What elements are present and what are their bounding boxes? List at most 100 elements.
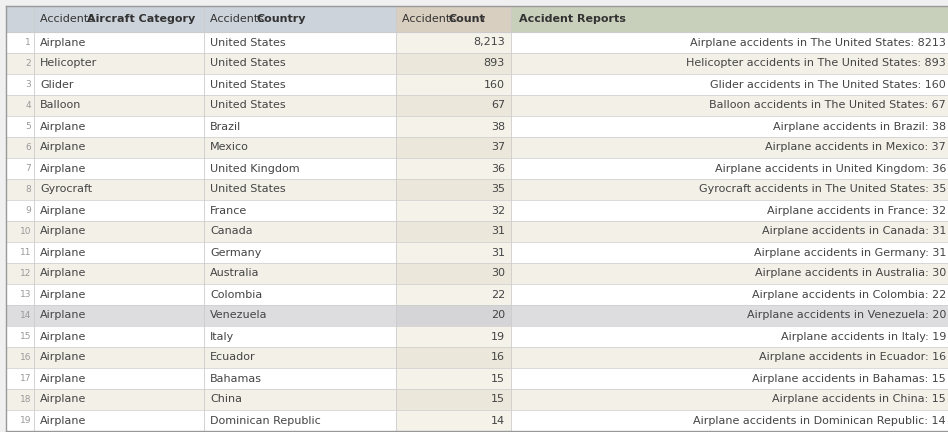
Bar xyxy=(511,6,948,32)
Text: 14: 14 xyxy=(20,311,31,320)
Text: Accidents: Accidents xyxy=(40,14,98,24)
Bar xyxy=(204,6,396,32)
Bar xyxy=(396,116,511,137)
Bar xyxy=(396,263,511,284)
Bar xyxy=(511,116,948,137)
Bar xyxy=(511,326,948,347)
Text: 31: 31 xyxy=(491,248,505,257)
Text: 2: 2 xyxy=(26,59,31,68)
Bar xyxy=(6,305,34,326)
Bar xyxy=(6,410,34,431)
Bar xyxy=(204,95,396,116)
Bar xyxy=(511,284,948,305)
Text: 16: 16 xyxy=(20,353,31,362)
Bar xyxy=(34,179,204,200)
Bar xyxy=(396,32,511,53)
Bar xyxy=(511,305,948,326)
Bar xyxy=(396,326,511,347)
Bar xyxy=(396,347,511,368)
Bar xyxy=(6,32,34,53)
Text: Colombia: Colombia xyxy=(210,289,263,299)
Bar xyxy=(6,368,34,389)
Text: Airplane accidents in Dominican Republic: 14: Airplane accidents in Dominican Republic… xyxy=(693,416,946,426)
Bar xyxy=(204,32,396,53)
Bar xyxy=(396,6,511,32)
Text: 15: 15 xyxy=(20,332,31,341)
Bar xyxy=(511,368,948,389)
Bar xyxy=(204,137,396,158)
Bar xyxy=(204,410,396,431)
Text: Aircraft Category: Aircraft Category xyxy=(87,14,195,24)
Bar xyxy=(6,95,34,116)
Text: Brazil: Brazil xyxy=(210,121,241,131)
Text: 22: 22 xyxy=(491,289,505,299)
Bar xyxy=(511,347,948,368)
Bar xyxy=(396,305,511,326)
Bar xyxy=(6,137,34,158)
Bar xyxy=(6,116,34,137)
Text: 17: 17 xyxy=(20,374,31,383)
Bar xyxy=(511,242,948,263)
Text: Ecuador: Ecuador xyxy=(210,353,256,362)
Text: Airplane: Airplane xyxy=(40,311,86,321)
Text: 20: 20 xyxy=(491,311,505,321)
Text: Airplane accidents in Germany: 31: Airplane accidents in Germany: 31 xyxy=(754,248,946,257)
Text: United States: United States xyxy=(210,79,285,89)
Text: 4: 4 xyxy=(26,101,31,110)
Bar xyxy=(204,74,396,95)
Text: United States: United States xyxy=(210,184,285,194)
Bar xyxy=(204,242,396,263)
Bar xyxy=(34,200,204,221)
Text: United Kingdom: United Kingdom xyxy=(210,163,300,174)
Bar xyxy=(396,74,511,95)
Bar xyxy=(6,6,34,32)
Text: Country: Country xyxy=(257,14,306,24)
Bar xyxy=(396,95,511,116)
Bar xyxy=(511,263,948,284)
Text: 1: 1 xyxy=(26,38,31,47)
Bar xyxy=(396,284,511,305)
Bar xyxy=(6,263,34,284)
Bar xyxy=(204,305,396,326)
Text: Airplane accidents in Venezuela: 20: Airplane accidents in Venezuela: 20 xyxy=(747,311,946,321)
Bar xyxy=(34,263,204,284)
Bar xyxy=(396,221,511,242)
Text: Balloon accidents in The United States: 67: Balloon accidents in The United States: … xyxy=(709,101,946,111)
Text: 16: 16 xyxy=(491,353,505,362)
Bar xyxy=(34,74,204,95)
Text: 7: 7 xyxy=(26,164,31,173)
Bar xyxy=(34,53,204,74)
Bar xyxy=(396,53,511,74)
Text: Airplane: Airplane xyxy=(40,416,86,426)
Bar xyxy=(204,221,396,242)
Text: Accident Reports: Accident Reports xyxy=(519,14,626,24)
Bar xyxy=(511,389,948,410)
Bar xyxy=(34,137,204,158)
Bar xyxy=(34,305,204,326)
Bar xyxy=(396,368,511,389)
Bar xyxy=(6,74,34,95)
Text: Helicopter accidents in The United States: 893: Helicopter accidents in The United State… xyxy=(686,58,946,69)
Bar xyxy=(6,158,34,179)
Bar xyxy=(6,242,34,263)
Text: 6: 6 xyxy=(26,143,31,152)
Bar xyxy=(6,284,34,305)
Text: Accidents: Accidents xyxy=(210,14,267,24)
Bar xyxy=(396,158,511,179)
Bar xyxy=(34,284,204,305)
Text: Airplane: Airplane xyxy=(40,143,86,152)
Text: 19: 19 xyxy=(491,331,505,342)
Text: 3: 3 xyxy=(26,80,31,89)
Text: Airplane accidents in Bahamas: 15: Airplane accidents in Bahamas: 15 xyxy=(753,374,946,384)
Text: Airplane accidents in The United States: 8213: Airplane accidents in The United States:… xyxy=(690,38,946,48)
Bar xyxy=(204,53,396,74)
Text: Airplane accidents in China: 15: Airplane accidents in China: 15 xyxy=(773,394,946,404)
Text: Glider accidents in The United States: 160: Glider accidents in The United States: 1… xyxy=(710,79,946,89)
Text: Airplane: Airplane xyxy=(40,226,86,236)
Text: 38: 38 xyxy=(491,121,505,131)
Bar xyxy=(511,221,948,242)
Bar xyxy=(511,53,948,74)
Bar xyxy=(6,221,34,242)
Text: 30: 30 xyxy=(491,269,505,279)
Text: United States: United States xyxy=(210,38,285,48)
